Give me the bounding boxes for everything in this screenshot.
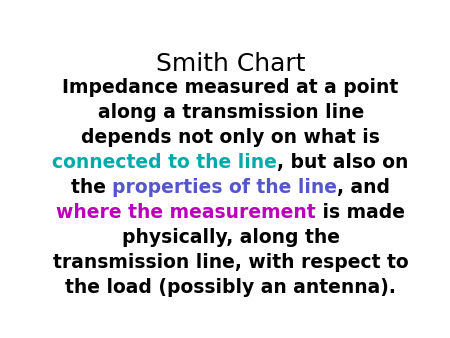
Text: depends not only on what is: depends not only on what is (81, 128, 380, 147)
Text: Impedance measured at a point: Impedance measured at a point (63, 78, 399, 97)
Text: the load (possibly an antenna).: the load (possibly an antenna). (65, 278, 396, 297)
Text: connected to the line: connected to the line (53, 153, 277, 172)
Text: connected to the line, but also on: connected to the line, but also on (53, 153, 409, 172)
Text: transmission line, with respect to: transmission line, with respect to (53, 253, 409, 272)
Text: along a transmission line: along a transmission line (98, 103, 364, 122)
Text: the: the (71, 178, 112, 197)
Text: where the measurement is made: where the measurement is made (56, 203, 405, 222)
Text: where the measurement: where the measurement (56, 203, 316, 222)
Text: is made: is made (316, 203, 405, 222)
Text: the properties of the line, and: the properties of the line, and (71, 178, 391, 197)
Text: , and: , and (338, 178, 391, 197)
Text: Smith Chart: Smith Chart (156, 52, 306, 76)
Text: , but also on: , but also on (277, 153, 409, 172)
Text: properties of the line: properties of the line (112, 178, 338, 197)
Text: physically, along the: physically, along the (122, 228, 340, 247)
